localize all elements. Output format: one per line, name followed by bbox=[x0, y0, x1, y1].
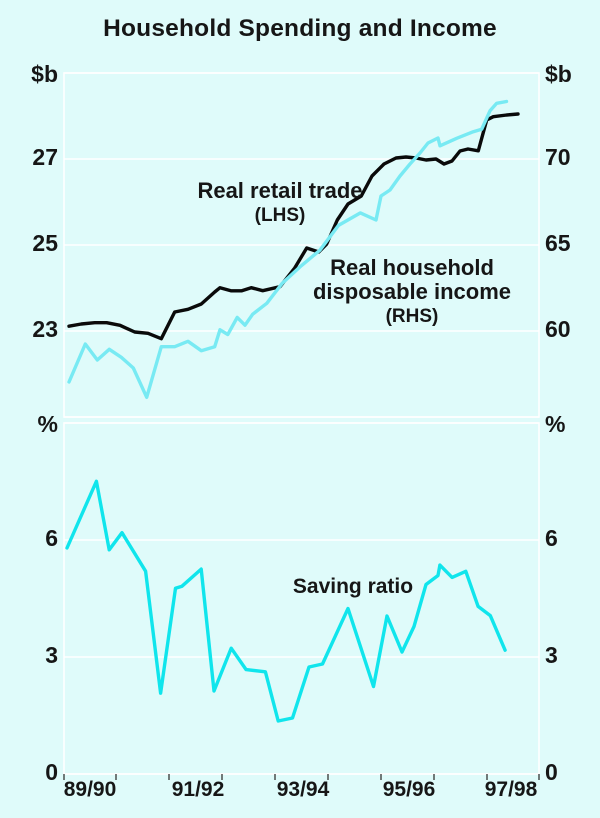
svg-text:25: 25 bbox=[32, 230, 58, 256]
svg-text:Real retail trade: Real retail trade bbox=[197, 178, 362, 203]
svg-text:23: 23 bbox=[32, 316, 58, 342]
svg-text:27: 27 bbox=[32, 144, 58, 170]
svg-text:$b: $b bbox=[31, 61, 58, 87]
svg-text:%: % bbox=[545, 411, 565, 437]
svg-text:(RHS): (RHS) bbox=[386, 306, 439, 327]
svg-text:6: 6 bbox=[545, 525, 558, 551]
svg-text:65: 65 bbox=[545, 230, 571, 256]
svg-text:95/96: 95/96 bbox=[383, 778, 436, 801]
svg-text:60: 60 bbox=[545, 316, 571, 342]
svg-text:%: % bbox=[38, 411, 58, 437]
svg-text:$b: $b bbox=[545, 61, 572, 87]
svg-text:3: 3 bbox=[45, 642, 58, 668]
svg-text:93/94: 93/94 bbox=[277, 778, 330, 801]
svg-text:70: 70 bbox=[545, 144, 571, 170]
svg-text:91/92: 91/92 bbox=[172, 778, 225, 801]
svg-text:89/90: 89/90 bbox=[64, 778, 117, 801]
svg-text:Real household: Real household bbox=[330, 255, 494, 280]
svg-text:97/98: 97/98 bbox=[485, 778, 538, 801]
svg-text:3: 3 bbox=[545, 642, 558, 668]
svg-text:0: 0 bbox=[545, 759, 558, 785]
svg-text:Saving ratio: Saving ratio bbox=[293, 575, 413, 598]
svg-text:(LHS): (LHS) bbox=[255, 205, 306, 226]
svg-text:0: 0 bbox=[45, 759, 58, 785]
svg-text:disposable income: disposable income bbox=[313, 279, 511, 304]
svg-text:6: 6 bbox=[45, 525, 58, 551]
